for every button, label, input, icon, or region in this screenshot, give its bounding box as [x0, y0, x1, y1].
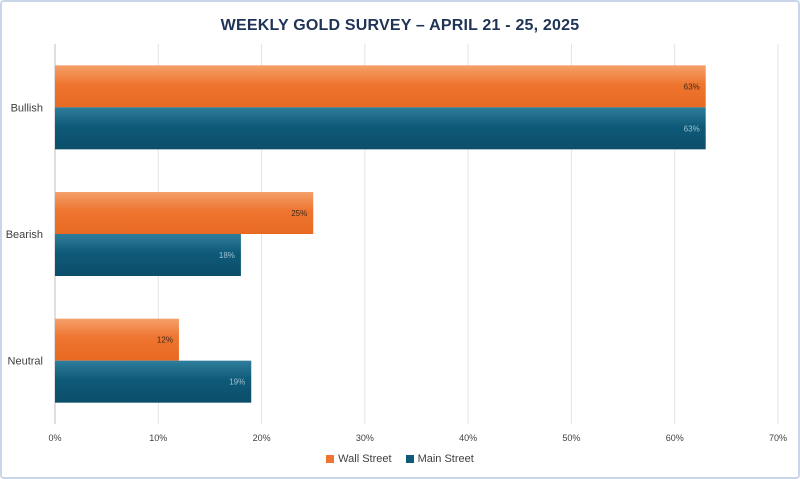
x-tick-label: 70% [769, 433, 787, 443]
legend-item-wall-street: Wall Street [326, 453, 392, 465]
legend-swatch-wall-street [326, 455, 335, 463]
chart-title: WEEKLY GOLD SURVEY – APRIL 21 - 25, 2025 [220, 17, 580, 34]
bars [55, 65, 706, 403]
data-label-main-street-neutral: 19% [229, 378, 245, 387]
data-labels: 63% 63% 25% 18% 12% 19% [157, 82, 700, 386]
data-label-wall-street-neutral: 12% [157, 336, 173, 345]
data-label-wall-street-bullish: 63% [684, 82, 700, 91]
bar-main-street-bearish [55, 234, 241, 276]
data-label-main-street-bearish: 18% [219, 251, 235, 260]
bar-wall-street-bearish [55, 192, 314, 234]
category-label-bullish: Bullish [11, 102, 43, 114]
bar-wall-street-neutral [55, 318, 179, 361]
category-label-bearish: Bearish [6, 229, 43, 241]
legend-item-main-street: Main Street [405, 453, 474, 465]
data-label-wall-street-bearish: 25% [291, 209, 307, 218]
x-tick-label: 60% [666, 433, 684, 443]
x-tick-labels: 0% 10% 20% 30% 40% 50% 60% 70% [48, 433, 787, 443]
x-tick-label: 20% [253, 433, 271, 443]
bar-main-street-neutral [55, 360, 252, 403]
legend-label-main-street: Main Street [417, 453, 474, 465]
bar-main-street-bullish [55, 107, 706, 150]
bar-wall-street-bullish [55, 65, 706, 108]
x-tick-label: 30% [356, 433, 374, 443]
x-tick-label: 40% [459, 433, 477, 443]
category-label-neutral: Neutral [8, 356, 43, 368]
legend-swatch-main-street [405, 455, 414, 463]
data-label-main-street-bullish: 63% [684, 124, 700, 133]
category-labels: Bullish Bearish Neutral [6, 102, 43, 367]
legend: Wall Street Main Street [0, 453, 800, 465]
x-tick-label: 0% [48, 433, 61, 443]
x-tick-label: 10% [149, 433, 167, 443]
legend-label-wall-street: Wall Street [338, 453, 392, 465]
x-tick-label: 50% [562, 433, 580, 443]
